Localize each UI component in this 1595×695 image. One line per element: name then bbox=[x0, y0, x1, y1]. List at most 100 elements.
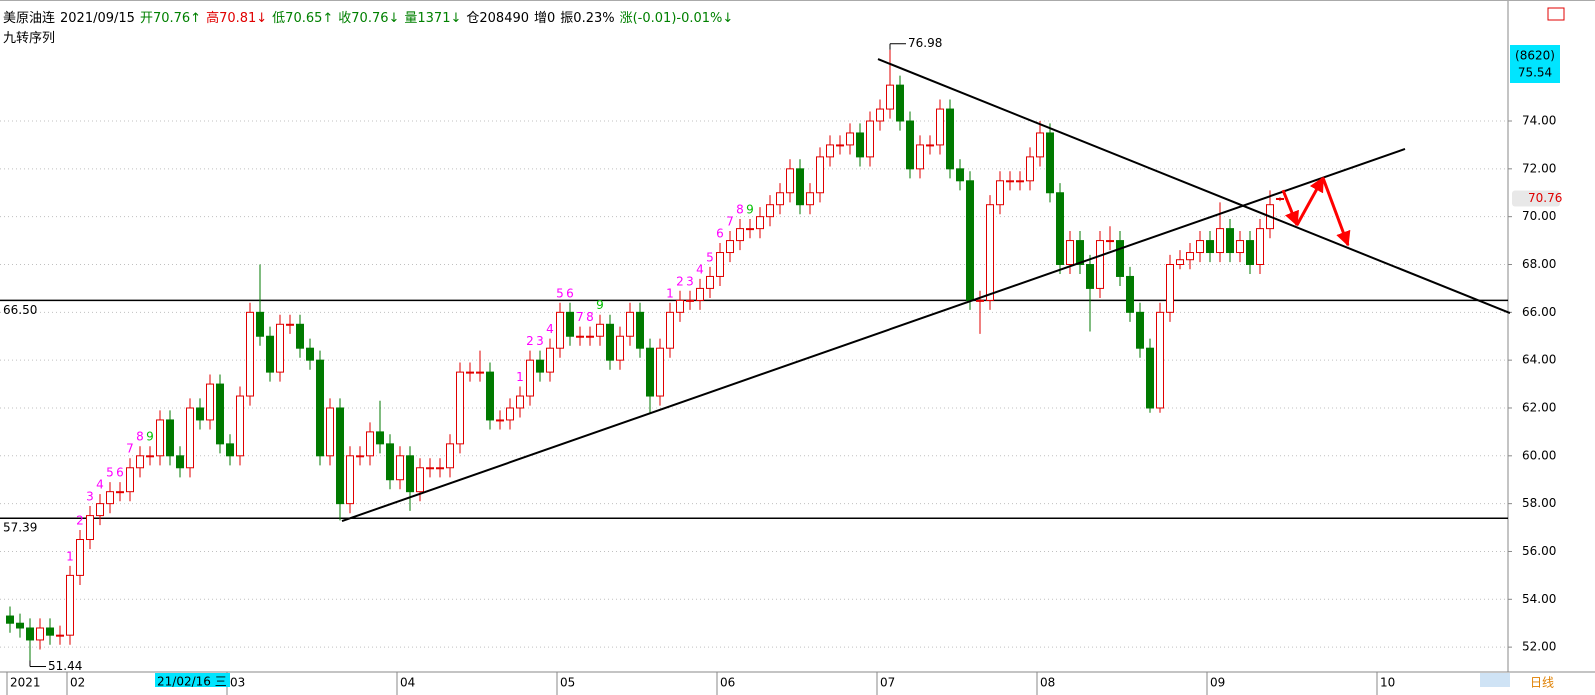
nine-turn-label: 2 bbox=[526, 334, 534, 348]
nine-turn-label: 1 bbox=[666, 286, 674, 300]
x-tick-label: 04 bbox=[400, 676, 415, 690]
candle-body bbox=[916, 144, 924, 170]
candle-body bbox=[846, 132, 854, 146]
candle-body bbox=[1006, 180, 1014, 183]
candle-body bbox=[116, 491, 124, 494]
y-tick-label: 62.00 bbox=[1522, 400, 1556, 414]
candle-body bbox=[326, 407, 334, 457]
candle-body bbox=[406, 455, 414, 493]
nine-turn-label: 4 bbox=[696, 262, 704, 276]
header-item: 量1371↓ bbox=[404, 11, 462, 26]
candle-body bbox=[746, 228, 754, 231]
candle-body bbox=[516, 395, 524, 409]
candle-body bbox=[706, 275, 714, 289]
candle-body bbox=[16, 622, 24, 629]
y-tick-label: 72.00 bbox=[1522, 161, 1556, 175]
candle-body bbox=[676, 299, 684, 313]
x-tick-label: 02 bbox=[70, 676, 85, 690]
nine-turn-label: 8 bbox=[136, 430, 144, 444]
candle-body bbox=[766, 204, 774, 218]
nine-turn-label: 9 bbox=[146, 430, 154, 444]
candle-body bbox=[1186, 252, 1194, 261]
candle-body bbox=[536, 359, 544, 373]
candle-body bbox=[986, 204, 994, 301]
candle-body bbox=[1206, 240, 1214, 254]
candle-body bbox=[66, 574, 74, 636]
indicator-name: 九转序列 bbox=[3, 31, 56, 46]
candle-body bbox=[146, 455, 154, 458]
y-tick-label: 56.00 bbox=[1522, 544, 1556, 558]
nine-turn-label: 8 bbox=[736, 203, 744, 217]
cursor-date-box bbox=[155, 673, 230, 687]
candle-body bbox=[926, 144, 934, 147]
header-item: 低70.65↑ bbox=[272, 11, 334, 26]
cursor-box bbox=[1510, 45, 1560, 83]
candle-body bbox=[626, 311, 634, 337]
nine-turn-label: 3 bbox=[86, 490, 94, 504]
candle-body bbox=[556, 311, 564, 349]
nine-turn-label: 6 bbox=[716, 226, 724, 240]
candle-body bbox=[696, 287, 704, 301]
candle-body bbox=[176, 455, 184, 469]
header-item: 高70.81↓ bbox=[206, 11, 268, 26]
scroll-button bbox=[1480, 673, 1510, 687]
y-tick-label: 66.00 bbox=[1522, 305, 1556, 319]
candle-body bbox=[806, 192, 814, 206]
nine-turn-label: 1 bbox=[516, 370, 524, 384]
candle-body bbox=[346, 455, 354, 505]
candle-body bbox=[1126, 275, 1134, 313]
nine-turn-label: 7 bbox=[576, 310, 584, 324]
window-icon[interactable] bbox=[1547, 7, 1565, 21]
candle-body bbox=[236, 395, 244, 457]
candle-body bbox=[76, 539, 84, 576]
period-label: 日线 bbox=[1530, 676, 1554, 690]
candle-body bbox=[186, 407, 194, 469]
candle-body bbox=[636, 311, 644, 349]
candle-body bbox=[946, 108, 954, 170]
candle-body bbox=[1146, 347, 1154, 409]
x-tick-label: 07 bbox=[880, 676, 895, 690]
candle-body bbox=[166, 419, 174, 457]
header-item: 开70.76↑ bbox=[139, 11, 202, 26]
nine-turn-label: 6 bbox=[566, 286, 574, 300]
nine-turn-label: 4 bbox=[546, 322, 554, 336]
candle-body bbox=[666, 311, 674, 349]
level-label: 57.39 bbox=[3, 521, 37, 535]
candle-body bbox=[1196, 240, 1204, 254]
candle-body bbox=[866, 120, 874, 158]
candle-body bbox=[266, 335, 274, 373]
candle-body bbox=[1066, 240, 1074, 265]
candle-body bbox=[566, 311, 574, 337]
candle-body bbox=[1046, 132, 1054, 194]
candle-body bbox=[1216, 228, 1224, 254]
candle-body bbox=[526, 359, 534, 397]
y-tick-label: 54.00 bbox=[1522, 592, 1556, 606]
last-price-label: 70.76 bbox=[1528, 191, 1562, 205]
candle-body bbox=[996, 180, 1004, 206]
candle-body bbox=[276, 323, 284, 373]
cursor-box-text: 75.54 bbox=[1518, 66, 1552, 80]
candle-body bbox=[386, 443, 394, 481]
candle-body bbox=[1106, 240, 1114, 243]
nine-turn-label: 3 bbox=[686, 274, 694, 288]
x-tick-label: 05 bbox=[560, 676, 575, 690]
y-tick-label: 68.00 bbox=[1522, 257, 1556, 271]
candle-body bbox=[1026, 156, 1034, 182]
header-item: 美原油连 bbox=[3, 11, 56, 26]
candle-body bbox=[436, 467, 444, 470]
candle-body bbox=[456, 371, 464, 445]
x-tick-label: 2021 bbox=[10, 676, 41, 690]
candle-body bbox=[496, 419, 504, 422]
x-tick-label: 06 bbox=[720, 676, 735, 690]
header: 美原油连 2021/09/15 开70.76↑ 高70.81↓ 低70.65↑ 收70.7… bbox=[3, 7, 738, 26]
candle-body bbox=[786, 168, 794, 194]
candle-body bbox=[1056, 192, 1064, 265]
last-price-box bbox=[1512, 190, 1560, 207]
candle-body bbox=[86, 515, 94, 541]
candle-body bbox=[246, 311, 254, 397]
y-tick-label: 58.00 bbox=[1522, 496, 1556, 510]
y-tick-label: 52.00 bbox=[1522, 640, 1556, 654]
candle-body bbox=[106, 491, 114, 505]
